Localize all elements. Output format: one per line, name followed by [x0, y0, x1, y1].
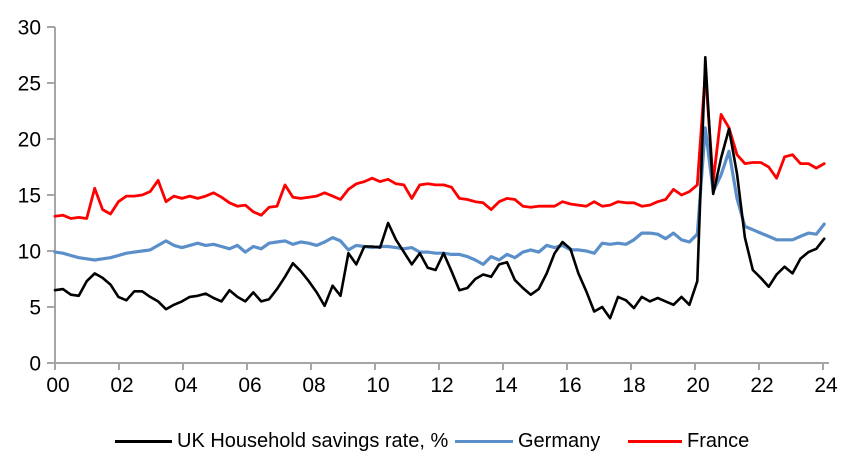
x-tick-label: 00: [46, 374, 69, 397]
chart-canvas: 0 5 10 15 20 25 30 00 02 04 06 08 10 12 14 16 18 20 22 24: [18, 17, 838, 398]
legend-label-germany: Germany: [518, 430, 601, 452]
x-tick-label: 02: [110, 374, 133, 397]
uk-line-swatch: [115, 439, 172, 443]
legend: UK Household savings rate, % Germany Fra…: [0, 427, 852, 461]
x-tick-label: 08: [302, 374, 325, 397]
x-tick-label: 06: [238, 374, 261, 397]
x-tick-label: 14: [494, 374, 518, 397]
x-tick-label: 22: [750, 374, 773, 397]
legend-label-uk: UK Household savings rate, %: [177, 430, 449, 452]
y-tick-label: 15: [18, 185, 41, 208]
y-tick-label: 10: [18, 241, 41, 264]
x-tick-label: 18: [622, 374, 645, 397]
legend-item-uk: UK Household savings rate, %: [115, 427, 448, 455]
x-tick-label: 16: [558, 374, 581, 397]
germany-line: [53, 126, 826, 266]
y-tick-label: 5: [29, 297, 41, 320]
x-tick-label: 04: [174, 374, 198, 397]
y-tick-label: 0: [29, 353, 41, 376]
legend-label-france: France: [687, 430, 750, 452]
france-line: [53, 70, 826, 220]
x-tick-label: 20: [686, 374, 709, 397]
x-tick-label: 24: [814, 374, 838, 397]
uk-savings-line: [53, 55, 826, 320]
y-tick-label: 20: [18, 129, 41, 152]
france-line-swatch: [628, 439, 682, 443]
x-tick-label: 12: [430, 374, 453, 397]
y-tick-label: 30: [18, 17, 41, 40]
x-tick-label: 10: [366, 374, 389, 397]
y-tick-label: 25: [18, 73, 41, 96]
germany-line-swatch: [455, 439, 513, 443]
legend-item-france: France: [628, 427, 749, 455]
legend-item-germany: Germany: [455, 427, 600, 455]
